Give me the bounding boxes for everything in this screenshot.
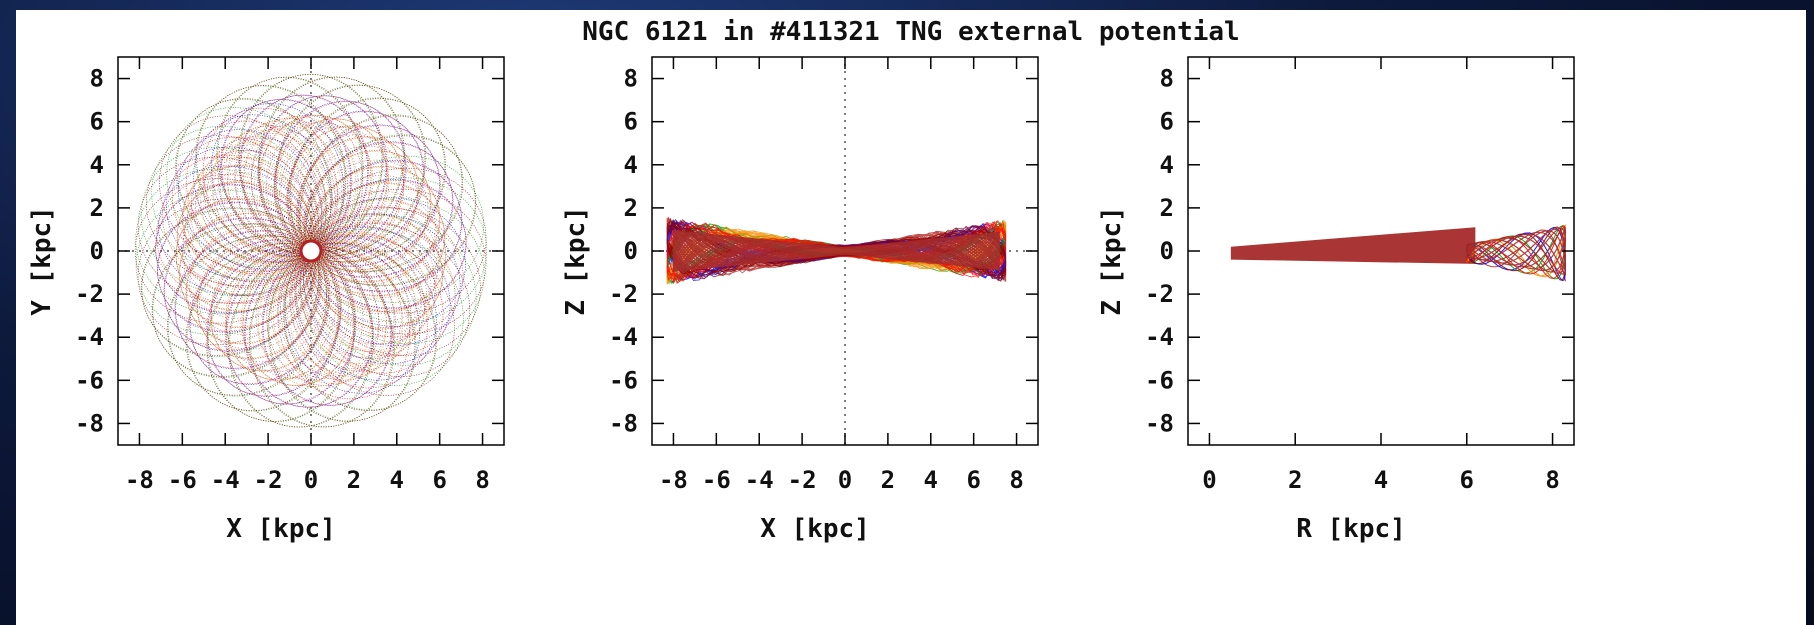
x-tick-label: -6 — [168, 466, 197, 494]
y-tick-label: -2 — [75, 280, 104, 308]
x-axis-label: X [kpc] — [760, 514, 870, 544]
chart-title: NGC 6121 in #411321 TNG external potenti… — [582, 17, 1240, 47]
y-axis-label: Y [kpc] — [27, 206, 57, 316]
x-tick-label: -4 — [211, 466, 240, 494]
x-axis-label: R [kpc] — [1296, 514, 1406, 544]
y-tick-label: 6 — [624, 108, 638, 136]
y-tick-label: 2 — [624, 194, 638, 222]
x-tick-label: -8 — [125, 466, 154, 494]
panel-3: 8 6 4 2 0 -2 -4 -6 -8 0 2 4 6 8 R [kpc] Z [kpc] — [1097, 56, 1575, 544]
y-tick-label: -8 — [75, 409, 104, 437]
y-tick-label: 8 — [624, 65, 638, 93]
y-tick-label: -6 — [75, 366, 104, 394]
x-tick-label: 8 — [475, 466, 489, 494]
y-tick-label: -6 — [609, 366, 638, 394]
x-tick-label: -2 — [788, 466, 817, 494]
y-tick-label: 2 — [90, 194, 104, 222]
x-tick-label: 6 — [432, 466, 446, 494]
y-axis-label: Z [kpc] — [1097, 206, 1127, 316]
orbit-center-hole — [299, 239, 323, 263]
x-tick-label: 2 — [1288, 466, 1302, 494]
orbit-series-main — [1466, 226, 1567, 275]
x-tick-label: 6 — [1460, 466, 1474, 494]
y-tick-label: -8 — [609, 409, 638, 437]
x-tick-label: 2 — [881, 466, 895, 494]
x-tick-label: 0 — [304, 466, 318, 494]
x-tick-label: 4 — [1374, 466, 1388, 494]
x-tick-label: -6 — [702, 466, 731, 494]
y-tick-label: 4 — [624, 151, 638, 179]
y-tick-label: -4 — [609, 323, 638, 351]
x-tick-label: 0 — [838, 466, 852, 494]
y-tick-label: 8 — [1160, 65, 1174, 93]
orbit-series-main — [672, 229, 1001, 273]
y-tick-label: 4 — [1160, 151, 1174, 179]
orbit-points — [134, 73, 488, 428]
y-tick-label: 4 — [90, 151, 104, 179]
x-tick-label: 8 — [1545, 466, 1559, 494]
x-tick-label: 0 — [1202, 466, 1216, 494]
y-tick-label: -2 — [609, 280, 638, 308]
x-tick-label: 6 — [966, 466, 980, 494]
x-axis-label: X [kpc] — [226, 514, 336, 544]
y-axis-label: Z [kpc] — [561, 206, 591, 316]
y-tick-label: -4 — [1145, 323, 1174, 351]
y-tick-label: 0 — [624, 237, 638, 265]
y-tick-label: -4 — [75, 323, 104, 351]
y-tick-label: -6 — [1145, 366, 1174, 394]
y-tick-label: -2 — [1145, 280, 1174, 308]
x-tick-label: -8 — [659, 466, 688, 494]
y-tick-label: 2 — [1160, 194, 1174, 222]
y-tick-label: 8 — [90, 65, 104, 93]
orbit-series-2 — [155, 94, 467, 408]
x-tick-label: 4 — [924, 466, 938, 494]
y-tick-label: 6 — [1160, 108, 1174, 136]
orbit-series-main — [182, 121, 440, 381]
x-tick-label: 8 — [1009, 466, 1023, 494]
orbit-points — [1230, 224, 1567, 282]
x-tick-label: 4 — [390, 466, 404, 494]
y-tick-label: 0 — [1160, 237, 1174, 265]
orbit-dense-wedge — [1230, 227, 1476, 264]
y-tick-label: -8 — [1145, 409, 1174, 437]
orbit-points — [666, 216, 1007, 285]
x-tick-label: -2 — [254, 466, 283, 494]
y-tick-label: 0 — [90, 237, 104, 265]
x-tick-label: 2 — [347, 466, 361, 494]
figure: NGC 6121 in #411321 TNG external potenti… — [16, 10, 1806, 625]
y-tick-label: 6 — [90, 108, 104, 136]
x-tick-label: -4 — [745, 466, 774, 494]
